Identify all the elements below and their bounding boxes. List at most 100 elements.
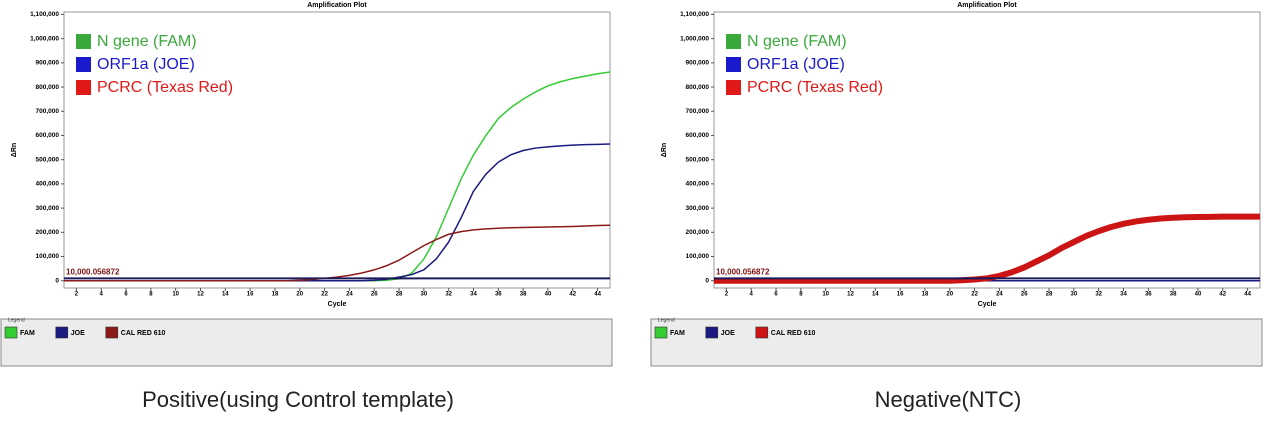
x-tick-label: 10 [822, 292, 829, 298]
x-tick-label: 26 [371, 292, 378, 298]
x-tick-label: 34 [470, 292, 477, 298]
legend-swatch [755, 326, 769, 339]
x-tick-label: 40 [545, 292, 552, 298]
x-tick-label: 8 [799, 292, 803, 298]
x-tick-label: 34 [1120, 292, 1127, 298]
x-tick-label: 36 [495, 292, 502, 298]
x-tick-label: 24 [996, 292, 1003, 298]
annotation-swatch [76, 34, 91, 49]
x-tick-label: 18 [272, 292, 279, 298]
x-tick-label: 22 [971, 292, 978, 298]
y-tick-label: 1,000,000 [30, 35, 59, 42]
x-tick-label: 10 [172, 292, 179, 298]
legend-swatch [105, 326, 119, 339]
y-tick-label: 400,000 [686, 181, 710, 188]
chart-panel: Amplification Plot ΔRn Cycle 0 100,000 200,00… [650, 2, 1263, 412]
x-tick-label: 6 [774, 292, 778, 298]
legend-swatch [654, 326, 668, 339]
y-axis-label: ΔRn [661, 143, 668, 157]
caption: Positive(using Control template) [142, 387, 454, 412]
x-tick-label: 4 [100, 292, 104, 298]
y-tick-label: 700,000 [686, 108, 710, 115]
x-tick-label: 42 [1219, 292, 1226, 298]
y-tick-label: 600,000 [686, 132, 710, 139]
legend-swatch [55, 326, 69, 339]
y-tick-label: 0 [705, 277, 709, 284]
legend-swatch [4, 326, 18, 339]
x-tick-label: 12 [847, 292, 854, 298]
annotation-label: ORF1a (JOE) [747, 56, 845, 73]
caption: Negative(NTC) [875, 387, 1022, 412]
annotation-label: PCRC (Texas Red) [747, 79, 883, 96]
y-tick-label: 1,000,000 [680, 35, 709, 42]
x-tick-label: 30 [1071, 292, 1078, 298]
annotation-label: PCRC (Texas Red) [97, 79, 233, 96]
legend-label: JOE [71, 330, 85, 337]
y-tick-label: 1,100,000 [680, 11, 709, 18]
x-tick-label: 4 [750, 292, 754, 298]
x-tick-label: 44 [1244, 292, 1251, 298]
threshold-label: 10,000.056872 [716, 267, 770, 276]
annotation-label: N gene (FAM) [97, 33, 197, 50]
annotation-label: ORF1a (JOE) [97, 56, 195, 73]
chart-title: Amplification Plot [307, 2, 367, 9]
x-tick-label: 20 [296, 292, 303, 298]
x-tick-label: 28 [1046, 292, 1053, 298]
x-tick-label: 38 [520, 292, 527, 298]
annotation-swatch [76, 80, 91, 95]
y-tick-label: 500,000 [36, 156, 60, 163]
y-tick-label: 900,000 [686, 60, 710, 67]
y-tick-label: 1,100,000 [30, 11, 59, 18]
x-tick-label: 16 [247, 292, 254, 298]
x-tick-label: 2 [725, 292, 729, 298]
x-tick-label: 38 [1170, 292, 1177, 298]
legend-title: Legend [658, 317, 675, 323]
x-tick-label: 18 [922, 292, 929, 298]
x-tick-label: 2 [75, 292, 79, 298]
x-tick-label: 32 [445, 292, 452, 298]
legend-swatch [705, 326, 719, 339]
chart-panel: Amplification Plot ΔRn Cycle 0 100,000 200,00… [0, 2, 613, 412]
chart-title: Amplification Plot [957, 2, 1017, 9]
x-axis-label: Cycle [328, 301, 347, 308]
y-tick-label: 800,000 [686, 84, 710, 91]
y-tick-label: 700,000 [36, 108, 60, 115]
x-tick-label: 24 [346, 292, 353, 298]
legend-label: FAM [670, 330, 685, 337]
legend-box [0, 318, 613, 367]
amplification-curve [64, 224, 610, 282]
legend-box [650, 318, 1263, 367]
legend-label: CAL RED 610 [121, 330, 166, 337]
y-tick-label: 800,000 [36, 84, 60, 91]
x-tick-label: 42 [569, 292, 576, 298]
plot-area [63, 11, 611, 289]
x-tick-label: 36 [1145, 292, 1152, 298]
annotation-swatch [76, 57, 91, 72]
x-axis-label: Cycle [978, 301, 997, 308]
x-tick-label: 14 [222, 292, 229, 298]
x-tick-label: 40 [1195, 292, 1202, 298]
x-tick-label: 14 [872, 292, 879, 298]
x-tick-label: 20 [946, 292, 953, 298]
y-tick-label: 400,000 [36, 181, 60, 188]
x-tick-label: 22 [321, 292, 328, 298]
x-tick-label: 28 [396, 292, 403, 298]
x-tick-label: 16 [897, 292, 904, 298]
annotation-swatch [726, 57, 741, 72]
x-tick-label: 32 [1095, 292, 1102, 298]
y-axis-label: ΔRn [11, 143, 18, 157]
x-tick-label: 44 [594, 292, 601, 298]
legend-label: JOE [721, 330, 735, 337]
x-tick-label: 26 [1021, 292, 1028, 298]
annotation-swatch [726, 34, 741, 49]
x-tick-label: 12 [197, 292, 204, 298]
y-tick-label: 300,000 [36, 205, 60, 212]
y-tick-label: 500,000 [686, 156, 710, 163]
legend-title: Legend [8, 317, 25, 323]
annotation-swatch [726, 80, 741, 95]
legend-label: CAL RED 610 [771, 330, 816, 337]
y-tick-label: 0 [55, 277, 59, 284]
threshold-label: 10,000.056872 [66, 267, 120, 276]
plot-area [713, 11, 1261, 289]
